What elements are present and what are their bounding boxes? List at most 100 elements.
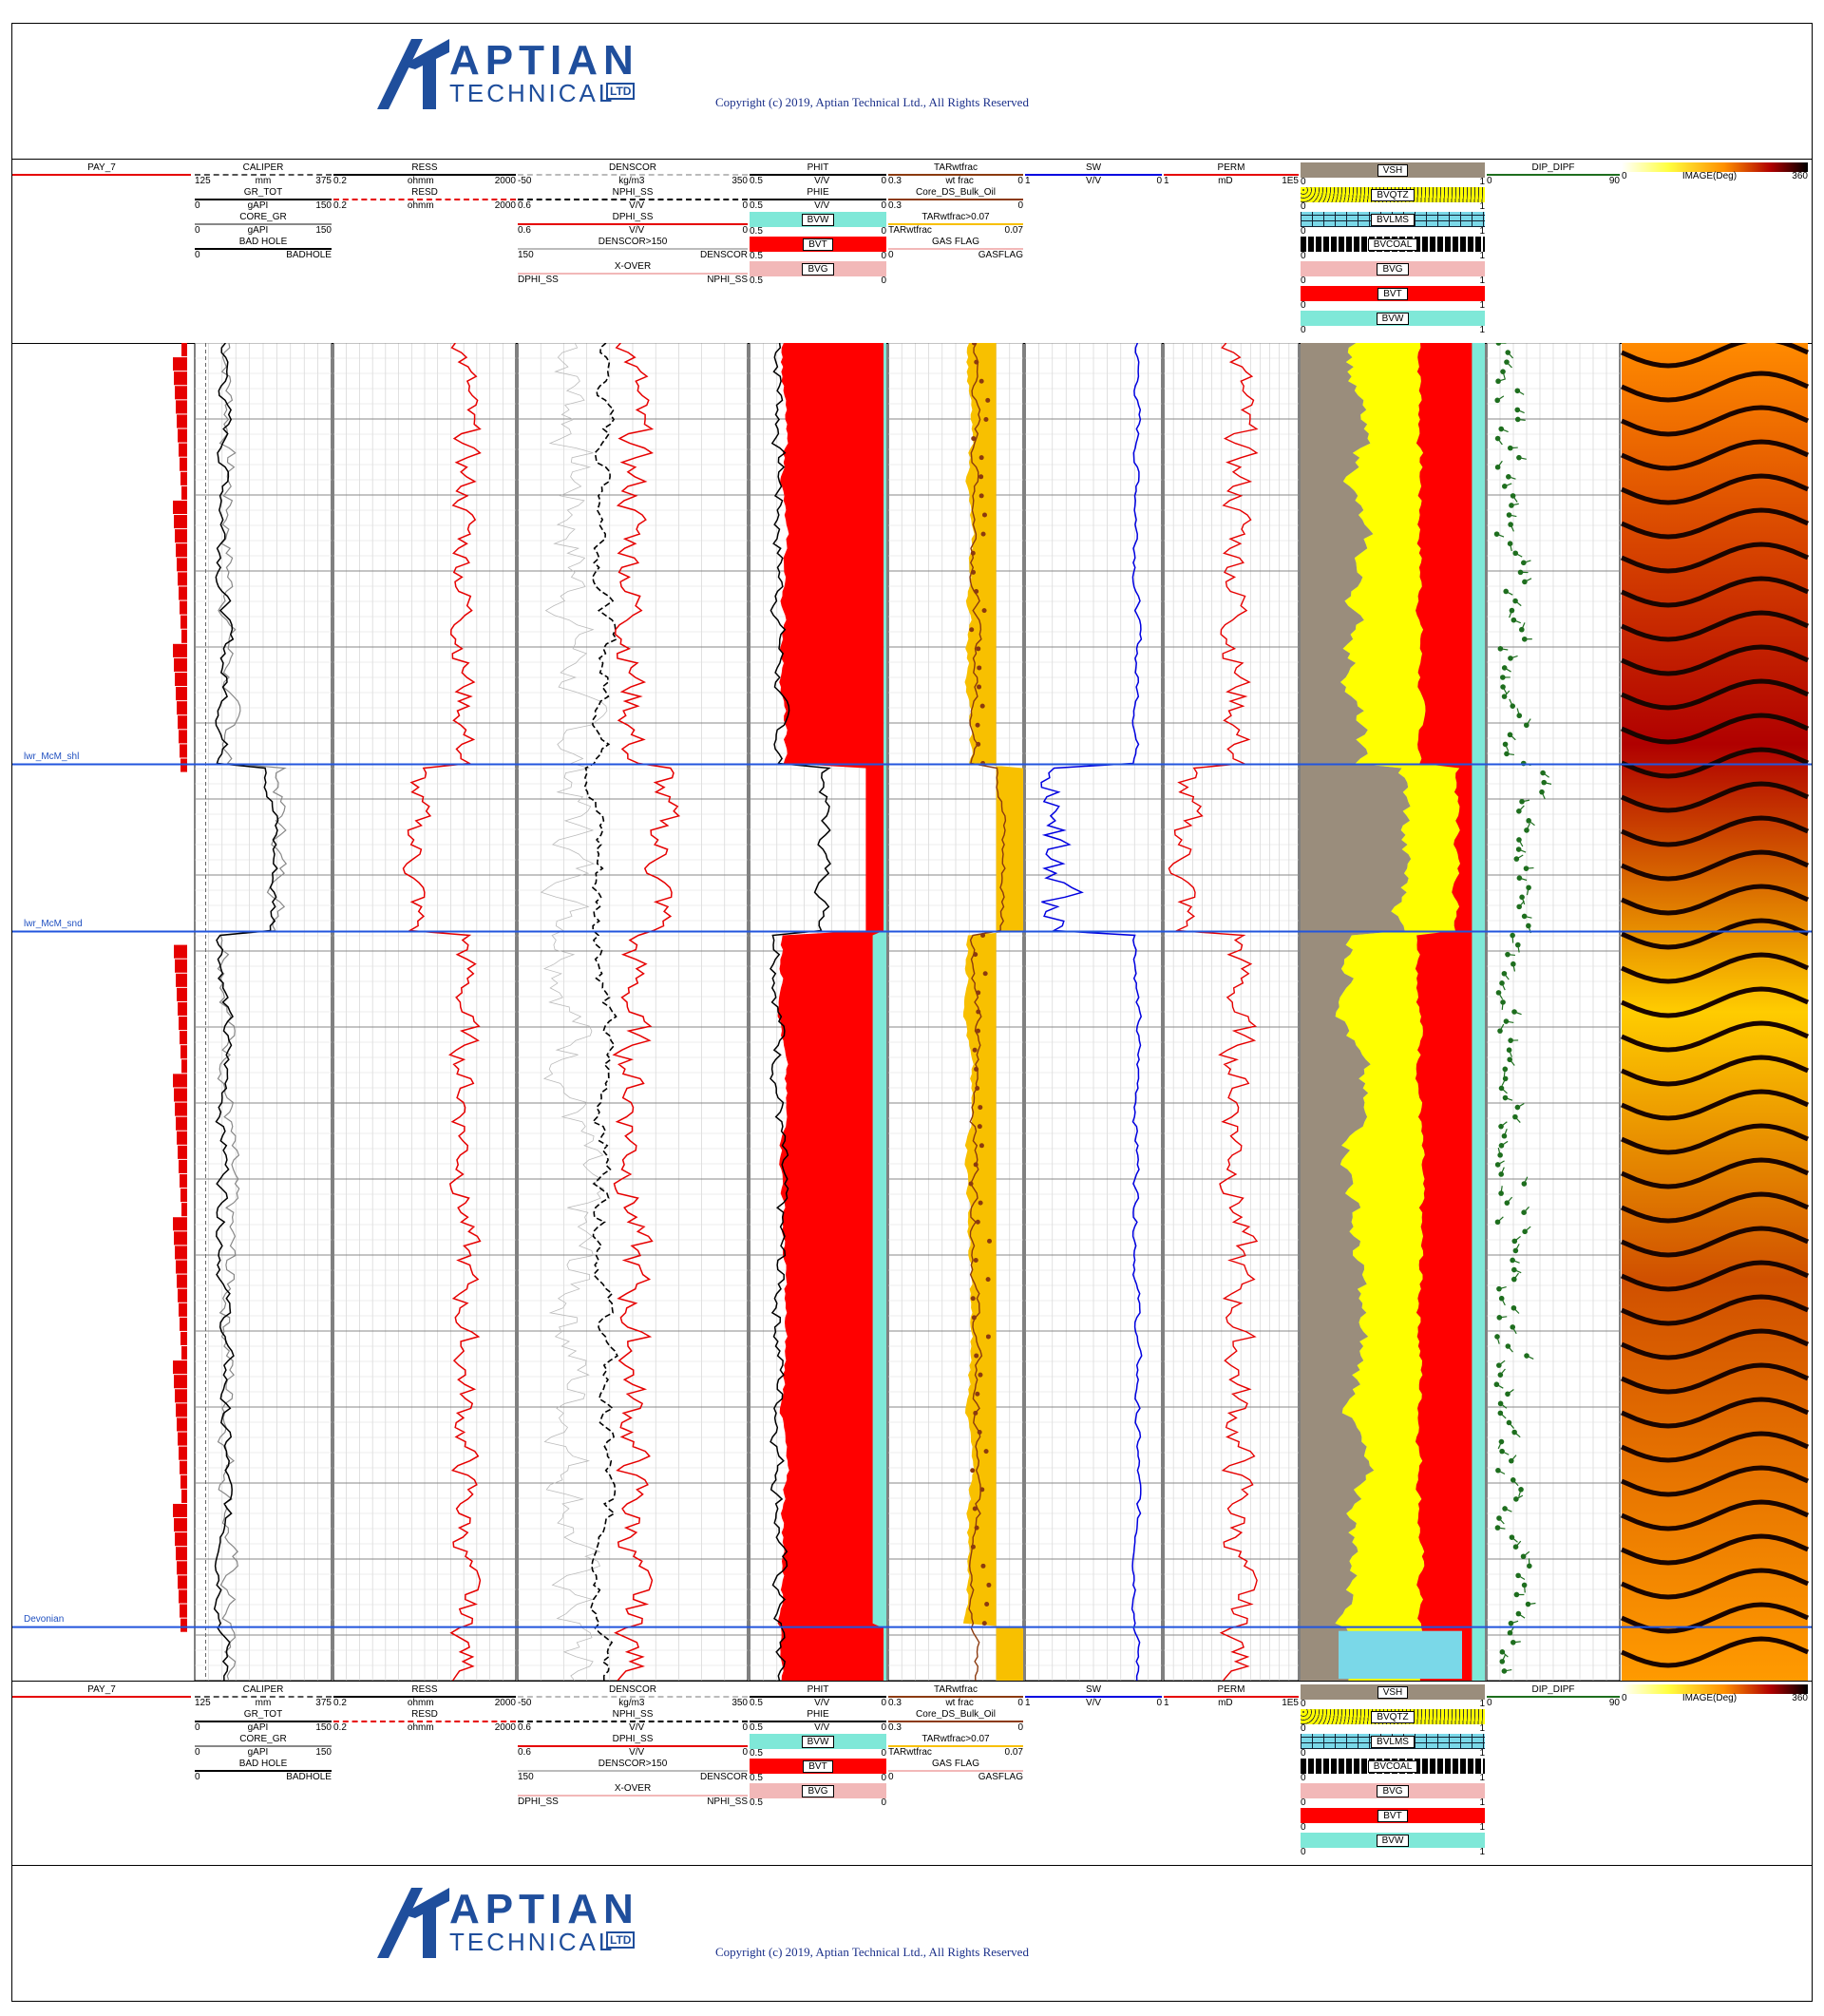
dip-tadpole-head: [1514, 941, 1521, 948]
curve-legend-core_ds: Core_DS_Bulk_Oil 0.3 0: [888, 187, 1023, 212]
dip-tadpole-head: [1521, 636, 1528, 642]
pay-flag-bar: [177, 987, 187, 1001]
pay-flag-bar: [178, 572, 187, 586]
curve-name: PAY_7: [87, 1684, 116, 1695]
scale-hi: 1: [1479, 276, 1485, 286]
log-tracks-svg: [12, 343, 1812, 1681]
curve-name: TARwtfrac>0.07: [922, 212, 990, 222]
dip-tadpole-head: [1514, 416, 1521, 423]
curve-scale: 0.3 0: [888, 199, 1023, 212]
pay-flag-bar: [177, 1417, 187, 1432]
dip-tadpole-tail: [1496, 1336, 1500, 1344]
dip-tadpole-head: [1499, 1659, 1506, 1664]
image-colorbar: [1622, 1684, 1808, 1694]
curve-scale: 0.5 V/V 0: [750, 199, 886, 212]
bvlms-fill: [1339, 1630, 1462, 1679]
curve-scale: DPHI_SS NPHI_SS: [518, 1795, 748, 1808]
brand-ltd: LTD: [606, 1931, 636, 1949]
curve-legend-denscor150: DENSCOR>150 150 DENSCOR: [518, 237, 748, 261]
scale-unit: mD: [1218, 1698, 1233, 1708]
core-point: [977, 1124, 982, 1130]
dip-tadpole-tail: [1518, 1489, 1522, 1497]
fill-name: BVT: [1378, 287, 1408, 300]
brand-wordmark: APTIAN: [449, 1886, 639, 1932]
curve-legend-dphi_ss: DPHI_SS 0.6 V/V 0: [518, 212, 748, 237]
dip-tadpole-tail: [1510, 733, 1516, 741]
bvw-fill: [872, 343, 886, 1681]
pay-flag-bar: [179, 1446, 187, 1460]
scale-hi: 0: [742, 225, 748, 236]
core-point: [985, 1277, 991, 1283]
curve-name: SW: [1085, 1684, 1102, 1695]
dip-tadpole-head: [1523, 865, 1530, 871]
scale-hi: 0: [881, 1797, 886, 1808]
core-point: [976, 1028, 981, 1034]
pay-flag-bar: [175, 1389, 187, 1403]
scale-lo: 0: [195, 200, 200, 211]
dip-tadpole-head: [1508, 522, 1513, 527]
vsh-fill: [1301, 343, 1412, 1681]
image-sinusoid: [1620, 439, 1810, 471]
image-sinusoid: [1620, 1123, 1810, 1155]
pay-flag-bar: [181, 343, 187, 357]
scale-lo: 150: [518, 250, 534, 260]
scale-lo: 1: [1164, 176, 1169, 186]
dip-tadpole-tail: [1526, 887, 1530, 896]
dip-tadpole-head: [1511, 1009, 1517, 1015]
image-sinusoid: [1620, 986, 1810, 1018]
curve-name: DENSCOR>150: [598, 237, 668, 247]
image-sinusoid: [1620, 952, 1810, 984]
scale-lo: 0: [888, 250, 894, 260]
scale-hi: 375: [315, 176, 332, 186]
curve-scale: [12, 1696, 191, 1698]
dip-tadpole-head: [1505, 951, 1510, 958]
dip-tadpole-tail: [1518, 900, 1525, 907]
scale-lo: 0.5: [750, 176, 763, 186]
dip-tadpole-head: [1512, 1247, 1519, 1254]
curve-scale: 1 mD 1E5: [1164, 174, 1299, 187]
pay-flag-bar: [174, 1375, 187, 1389]
dip-tadpole-head: [1506, 1047, 1512, 1054]
scale-unit: V/V: [629, 1747, 645, 1758]
scale-lo: 0: [1301, 1773, 1306, 1783]
pay-flag-bar: [177, 1131, 187, 1145]
curve-legend-caliper: CALIPER 125 mm 375: [195, 1684, 332, 1709]
scale-hi: 150: [315, 1747, 332, 1758]
scale-lo: TARwtfrac: [888, 1747, 932, 1758]
dip-tadpole-tail: [1501, 1001, 1504, 1010]
dip-tadpole-tail: [1507, 352, 1514, 359]
dip-tadpole-head: [1497, 1028, 1503, 1034]
scale-hi: 1: [1479, 1723, 1485, 1734]
scale-lo: 0.5: [750, 276, 763, 286]
dip-tadpole-tail: [1524, 915, 1532, 919]
curve-name: RESD: [411, 1709, 438, 1720]
pay-flag-bar: [177, 701, 187, 715]
fill-swatch: BVCOAL: [1301, 237, 1485, 252]
core-point: [970, 550, 976, 556]
scale-hi: 1: [1479, 201, 1485, 212]
dip-tadpole-tail: [1518, 1613, 1526, 1619]
dip-tadpole-tail: [1500, 1402, 1508, 1409]
brand-subtitle: TECHNICAL: [449, 1928, 616, 1956]
core-point: [976, 646, 981, 652]
scale-hi: DENSCOR: [699, 1772, 748, 1782]
curve-legend-ress: RESS 0.2 ohmm 2000: [333, 1684, 516, 1709]
curve-legend-dip: DIP_DIPF 0 90: [1487, 1684, 1620, 1709]
dip-tadpole-tail: [1499, 1023, 1505, 1032]
curve-name: TARwtfrac>0.07: [922, 1734, 990, 1744]
scale-lo: 0.2: [333, 1722, 347, 1733]
dip-tadpole-head: [1514, 388, 1521, 394]
scale-unit: ohmm: [407, 1722, 434, 1733]
scale-hi: 1: [1479, 1699, 1485, 1709]
curve-scale: 150 DENSCOR: [518, 1770, 748, 1783]
scale-lo: 0.6: [518, 200, 531, 211]
curve-legend-sw: SW 1 V/V 0: [1025, 1684, 1162, 1709]
dip-tadpole-tail: [1542, 772, 1549, 778]
dip-tadpole-tail: [1519, 877, 1528, 882]
dip-tadpole-tail: [1509, 514, 1517, 518]
core-point: [980, 1563, 986, 1569]
pay-flag-bar: [173, 643, 187, 657]
curve-name: RESS: [411, 162, 438, 173]
dip-tadpole-head: [1502, 1066, 1509, 1073]
